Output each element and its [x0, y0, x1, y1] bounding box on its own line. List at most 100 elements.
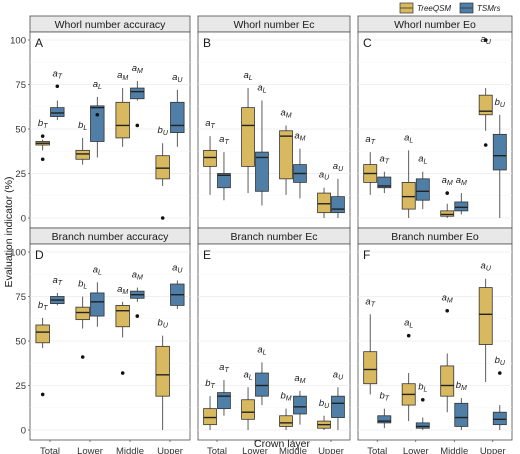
box-body — [478, 287, 493, 345]
significance-letter: aU — [319, 170, 330, 182]
box-middle-treeqsm: aM — [279, 107, 293, 195]
significance-letter: bU — [495, 97, 506, 109]
box-middle-tsmrs: aM — [293, 373, 307, 425]
box-lower-tsmrs: aL — [415, 154, 430, 210]
box-upper-treeqsm: aU — [317, 170, 331, 218]
outlier-point — [483, 38, 488, 42]
panel-grid: Whorl number accuracy 0 25 50 75 100 AbT aT bL aL… — [10, 15, 513, 454]
box-body — [203, 408, 217, 426]
y-tick-label: 0 — [21, 426, 26, 437]
box-lower-tsmrs: aL — [255, 344, 269, 406]
significance-letter: aL — [404, 318, 413, 330]
box-body — [255, 372, 269, 397]
y-tick-label: 50 — [15, 125, 26, 136]
outlier-point — [80, 355, 85, 359]
box-lower-tsmrs: aL — [255, 83, 269, 206]
box-middle-treeqsm: aM — [115, 70, 130, 147]
y-tick-label: 75 — [15, 292, 26, 303]
box-body — [415, 422, 430, 429]
legend: TreeQSM TSMrs — [399, 2, 501, 14]
panel-title: Whorl number Ec — [233, 19, 314, 31]
box-body — [279, 415, 293, 427]
box-upper-tsmrs: aU — [170, 72, 185, 147]
box-body — [90, 292, 105, 317]
box-middle-tsmrs: aM — [454, 175, 469, 215]
x-tick-label: Middle — [116, 446, 144, 454]
box-total-tsmrs: aT — [217, 362, 231, 416]
box-body — [203, 149, 217, 167]
panel-tag: A — [35, 36, 43, 50]
box-lower-treeqsm: aL — [401, 318, 416, 422]
box-body — [440, 365, 455, 397]
box-upper-treeqsm: aU — [478, 261, 493, 382]
significance-letter: bU — [158, 125, 169, 137]
box-body — [90, 105, 105, 142]
box-body — [454, 201, 469, 212]
outlier-point — [445, 191, 450, 195]
box-body — [241, 107, 255, 167]
panel-title: Branch number Eo — [391, 231, 479, 243]
outlier-point — [406, 333, 411, 338]
box-body — [377, 176, 392, 189]
significance-letter: bM — [280, 391, 291, 403]
outlier-point — [95, 112, 100, 117]
box-body — [155, 155, 170, 180]
x-tick-label: Upper — [480, 446, 506, 454]
panel-a: Whorl number accuracy 0 25 50 75 100 AbT aT bL aL… — [10, 15, 191, 229]
box-body — [331, 196, 345, 214]
significance-letter: aM — [442, 175, 453, 187]
box-body — [75, 149, 90, 160]
plot-area — [357, 31, 513, 229]
significance-letter: aT — [219, 362, 229, 374]
y-axis-title: Evaluation indicator (%) — [3, 177, 15, 288]
significance-letter: aT — [365, 296, 375, 308]
box-middle-treeqsm: aM — [440, 293, 455, 413]
box-lower-treeqsm: aL — [241, 369, 255, 430]
y-tick-label: 100 — [10, 36, 26, 47]
box-middle-tsmrs: bM — [454, 380, 469, 430]
box-upper-treeqsm: bU — [155, 318, 170, 430]
significance-letter: bT — [38, 300, 48, 312]
outlier-point — [497, 371, 502, 375]
box-upper-treeqsm: bU — [155, 125, 170, 220]
box-body — [478, 94, 493, 116]
box-body — [317, 192, 331, 214]
box-body — [217, 173, 231, 189]
x-axis-title: Crown layer — [254, 438, 311, 450]
significance-letter: aM — [132, 270, 143, 282]
box-body — [440, 210, 455, 217]
significance-letter: aL — [93, 264, 102, 276]
panel-tag: D — [35, 248, 44, 262]
box-lower-tsmrs: bL — [415, 382, 430, 430]
panel-c: Whorl number Eo CaT aT aL aL aM aM aU bU — [357, 15, 513, 229]
x-tick-label: Lower — [242, 446, 268, 454]
box-lower-tsmrs: aL — [90, 264, 105, 327]
box-total-treeqsm: aT — [363, 134, 378, 195]
outlier-point — [40, 157, 45, 162]
outlier-point — [55, 84, 60, 89]
box-upper-tsmrs: bU — [492, 97, 507, 218]
outlier-point — [40, 392, 45, 397]
box-upper-tsmrs: aU — [331, 161, 345, 218]
outlier-point — [40, 134, 45, 138]
significance-letter: bL — [78, 279, 87, 291]
box-body — [115, 101, 130, 139]
box-total-treeqsm: bT — [203, 378, 217, 430]
y-tick-label: 25 — [15, 381, 26, 392]
significance-letter: aM — [280, 107, 291, 119]
x-tick-label: Middle — [279, 446, 307, 454]
box-body — [293, 395, 307, 415]
significance-letter: aU — [333, 161, 344, 173]
plot-area — [197, 243, 351, 441]
significance-letter: aL — [93, 79, 102, 91]
significance-letter: aT — [365, 134, 375, 146]
box-total-treeqsm: aT — [363, 296, 378, 395]
box-upper-tsmrs: aU — [331, 369, 345, 430]
significance-letter: bT — [38, 118, 48, 130]
box-body — [75, 306, 90, 321]
box-body — [401, 181, 416, 210]
box-body — [279, 130, 293, 180]
box-middle-treeqsm: aM — [440, 175, 455, 218]
panel-title: Whorl number accuracy — [55, 19, 167, 31]
x-tick-label: Total — [367, 446, 387, 454]
